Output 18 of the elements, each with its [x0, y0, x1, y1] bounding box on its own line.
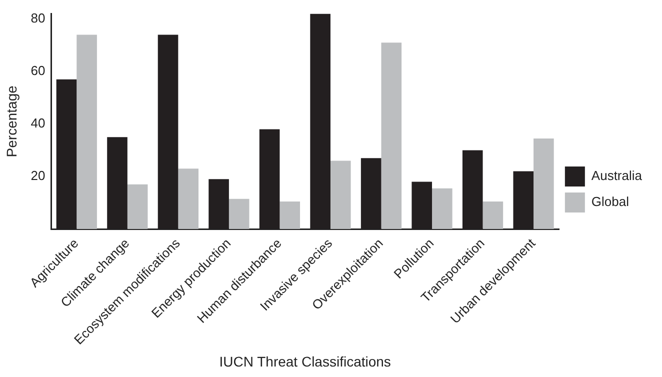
legend-label: Australia	[591, 168, 643, 184]
bar	[228, 198, 250, 230]
y-tick-label: 20	[30, 168, 46, 184]
bar	[381, 42, 402, 230]
bar	[534, 138, 554, 230]
bar	[280, 201, 300, 230]
y-tick-label: 60	[30, 63, 46, 78]
bar	[330, 160, 351, 230]
x-axis-title: IUCN Threat Classifications	[219, 353, 391, 370]
y-axis-title: Percentage	[3, 85, 20, 158]
y-tick-label: 40	[30, 116, 46, 131]
legend-label: Global	[591, 194, 630, 210]
bar	[127, 184, 148, 230]
bar	[432, 188, 452, 230]
bar	[76, 34, 97, 230]
bar	[482, 201, 504, 230]
bar	[178, 168, 198, 230]
y-tick-label: 80	[30, 10, 46, 26]
